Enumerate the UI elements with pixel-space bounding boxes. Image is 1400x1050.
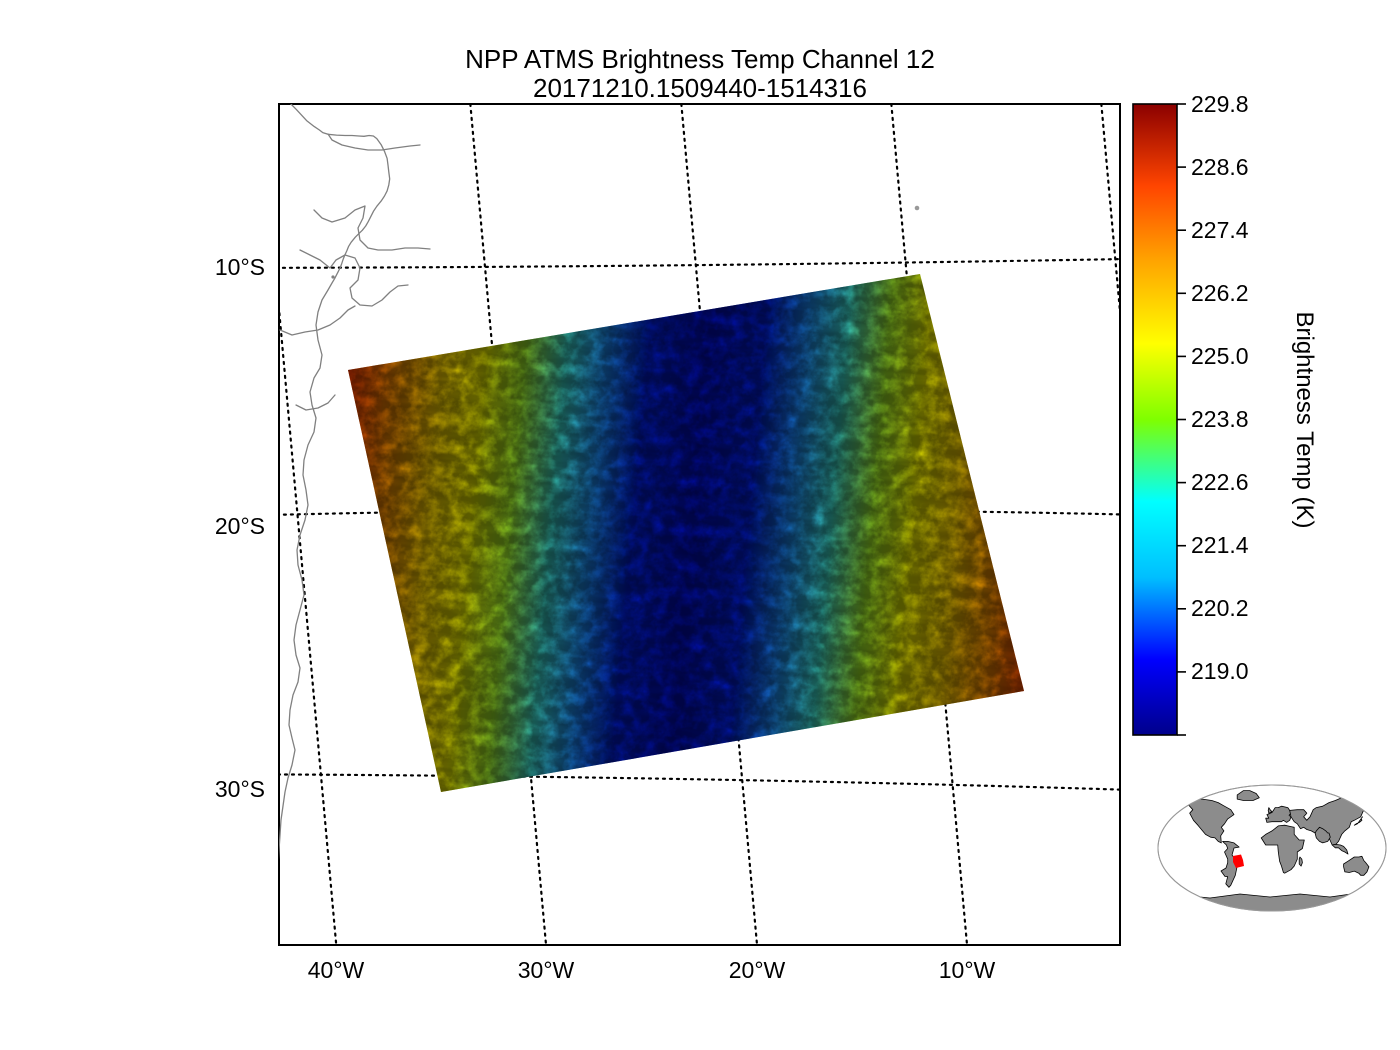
svg-text:229.8: 229.8 bbox=[1191, 91, 1249, 117]
svg-text:20°S: 20°S bbox=[215, 513, 265, 539]
svg-text:228.6: 228.6 bbox=[1191, 154, 1249, 180]
svg-text:NPP ATMS Brightness Temp Chann: NPP ATMS Brightness Temp Channel 12 bbox=[465, 44, 935, 74]
svg-text:30°S: 30°S bbox=[215, 776, 265, 802]
svg-text:226.2: 226.2 bbox=[1191, 280, 1249, 306]
svg-text:221.4: 221.4 bbox=[1191, 532, 1249, 558]
svg-text:10°S: 10°S bbox=[215, 254, 265, 280]
svg-text:Brightness Temp (K): Brightness Temp (K) bbox=[1291, 312, 1318, 529]
svg-text:220.2: 220.2 bbox=[1191, 595, 1249, 621]
svg-text:227.4: 227.4 bbox=[1191, 217, 1249, 243]
svg-text:219.0: 219.0 bbox=[1191, 658, 1249, 684]
svg-text:223.8: 223.8 bbox=[1191, 406, 1249, 432]
svg-text:20°W: 20°W bbox=[729, 957, 786, 983]
svg-text:20171210.1509440-1514316: 20171210.1509440-1514316 bbox=[533, 73, 867, 103]
svg-text:30°W: 30°W bbox=[518, 957, 575, 983]
svg-text:10°W: 10°W bbox=[939, 957, 996, 983]
svg-text:40°W: 40°W bbox=[308, 957, 365, 983]
svg-text:225.0: 225.0 bbox=[1191, 343, 1249, 369]
svg-text:222.6: 222.6 bbox=[1191, 469, 1249, 495]
